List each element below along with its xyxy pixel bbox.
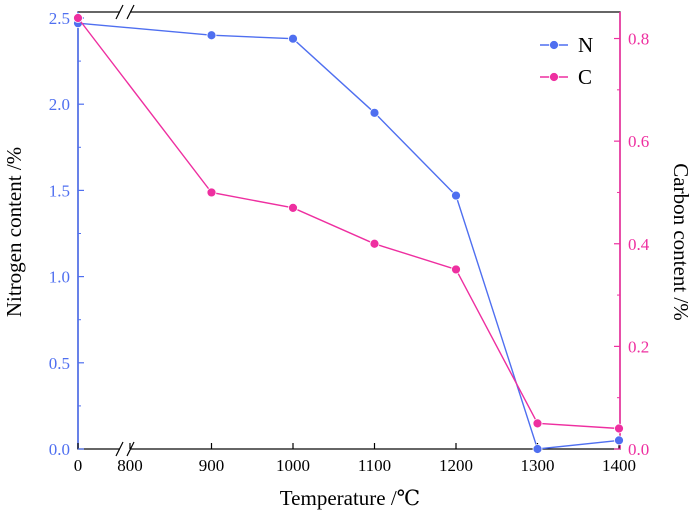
data-point-C-1100	[369, 238, 380, 249]
data-point-N-900	[206, 30, 217, 41]
series-line-C	[77, 17, 620, 430]
legend-marker-C	[549, 72, 559, 82]
x-axis-title: Temperature /℃	[280, 486, 420, 510]
y-right-tick-label-0.6: 0.6	[628, 132, 649, 151]
x-tick-label-1400: 1400	[602, 456, 636, 475]
y-right-tick-label-0.0: 0.0	[628, 440, 649, 459]
y-right-tick-label-0.2: 0.2	[628, 337, 649, 356]
x-tick-label-1000: 1000	[276, 456, 310, 475]
series-layer	[73, 13, 624, 454]
plot-frame	[77, 11, 621, 450]
y-left-tick-label-1.0: 1.0	[49, 268, 70, 287]
x-tick-label-1300: 1300	[521, 456, 555, 475]
data-point-N-1400	[614, 435, 624, 446]
legend-label-C: C	[578, 65, 592, 89]
x-tick-label-1200: 1200	[439, 456, 473, 475]
y-left-tick-label-2.0: 2.0	[49, 95, 70, 114]
y-left-tick-label-2.5: 2.5	[49, 9, 70, 28]
data-point-N-1000	[288, 33, 298, 44]
legend-marker-N	[549, 40, 559, 50]
data-point-C-1200	[451, 264, 461, 275]
x-tick-label-1100: 1100	[358, 456, 391, 475]
axes-layer: 0 800 900 1000 1100 1200 1300 14000.00.51.01.52…	[49, 4, 650, 475]
data-point-C-1000	[288, 202, 298, 213]
axis-break-mark-bottom-1	[115, 441, 124, 457]
x-tick-label-0: 0	[74, 456, 83, 475]
legend-label-N: N	[578, 33, 593, 57]
y-axis-left-title: Nitrogen content /%	[2, 147, 26, 317]
data-point-N-1200	[451, 190, 461, 201]
data-point-N-1300	[532, 444, 543, 454]
data-point-C-1400	[614, 423, 624, 434]
data-point-C-0	[73, 13, 83, 23]
x-tick-label-800: 800	[117, 456, 143, 475]
y-right-tick-label-0.8: 0.8	[628, 30, 649, 49]
axis-break-gap-bottom	[120, 441, 130, 457]
y-right-tick-label-0.4: 0.4	[628, 235, 650, 254]
legend-layer: NC	[540, 33, 593, 89]
data-point-C-1300	[532, 418, 543, 429]
y-left-tick-label-0.5: 0.5	[49, 354, 70, 373]
y-left-tick-label-1.5: 1.5	[49, 181, 70, 200]
y-axis-right-title: Carbon content /%	[669, 163, 693, 320]
data-point-C-900	[206, 187, 217, 198]
axis-break-mark-top-2	[126, 4, 135, 20]
y-left-tick-label-0.0: 0.0	[49, 440, 70, 459]
axis-break-gap-top	[120, 4, 130, 20]
data-point-N-1100	[369, 107, 380, 118]
axis-break-mark-top-1	[115, 4, 124, 20]
x-tick-label-900: 900	[199, 456, 225, 475]
series-line-N	[77, 22, 620, 450]
